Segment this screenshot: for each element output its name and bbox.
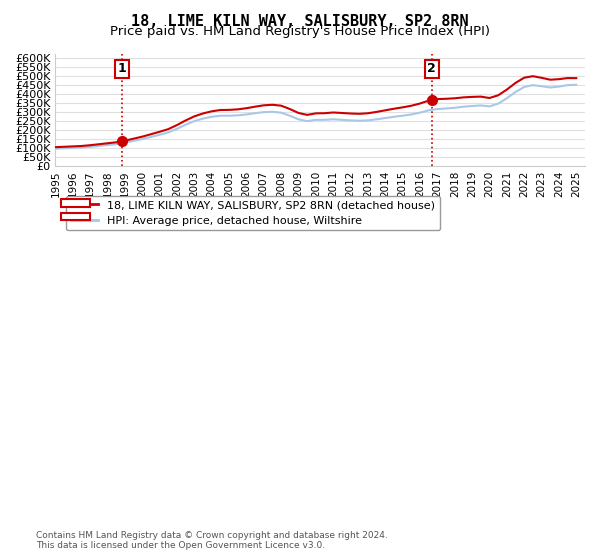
Text: 1: 1 xyxy=(118,62,126,75)
FancyBboxPatch shape xyxy=(61,199,90,207)
Legend: 18, LIME KILN WAY, SALISBURY, SP2 8RN (detached house), HPI: Average price, deta: 18, LIME KILN WAY, SALISBURY, SP2 8RN (d… xyxy=(66,196,440,230)
Text: 1: 1 xyxy=(71,197,80,209)
Text: Price paid vs. HM Land Registry's House Price Index (HPI): Price paid vs. HM Land Registry's House … xyxy=(110,25,490,38)
FancyBboxPatch shape xyxy=(61,213,90,220)
Text: 06-SEP-2016: 06-SEP-2016 xyxy=(109,210,187,223)
Text: Contains HM Land Registry data © Crown copyright and database right 2024.
This d: Contains HM Land Registry data © Crown c… xyxy=(36,530,388,550)
Text: 8% ↓ HPI: 8% ↓ HPI xyxy=(384,210,441,223)
Text: £365,000: £365,000 xyxy=(278,210,335,223)
Text: 2: 2 xyxy=(71,210,80,223)
Text: 30-OCT-1998: 30-OCT-1998 xyxy=(109,197,187,209)
Text: 2: 2 xyxy=(427,62,436,75)
Text: £135,950: £135,950 xyxy=(278,197,335,209)
Text: 18, LIME KILN WAY, SALISBURY, SP2 8RN: 18, LIME KILN WAY, SALISBURY, SP2 8RN xyxy=(131,14,469,29)
Text: 3% ↑ HPI: 3% ↑ HPI xyxy=(384,197,441,209)
